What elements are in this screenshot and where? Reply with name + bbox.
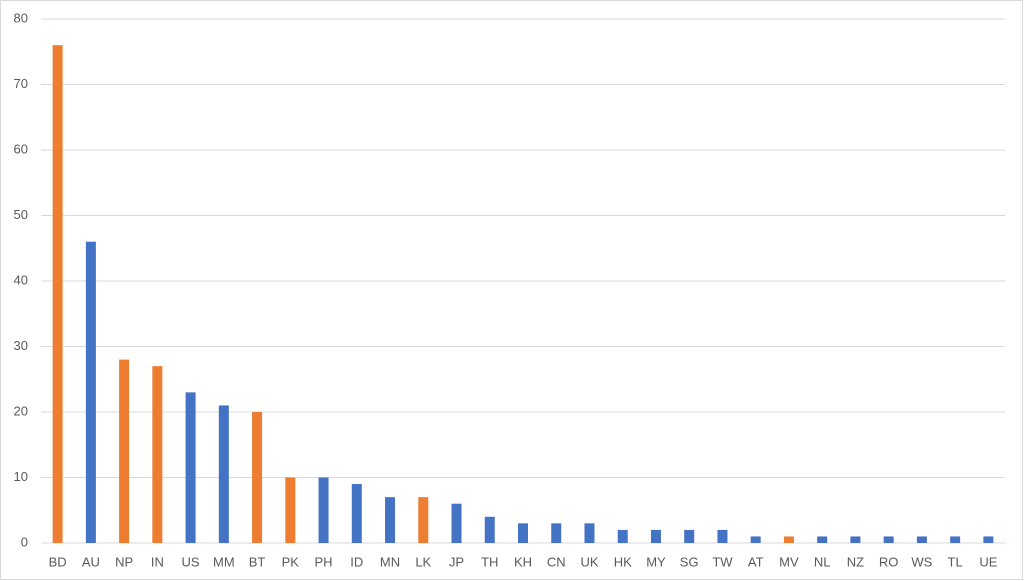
x-tick-label: TH (481, 554, 498, 569)
bar (584, 523, 595, 543)
x-tick-label: WS (911, 554, 932, 569)
x-tick-label: LK (415, 554, 431, 569)
bar (983, 536, 994, 543)
x-tick-label: NL (814, 554, 831, 569)
x-tick-label: AU (82, 554, 100, 569)
bar (783, 536, 794, 543)
bar (684, 529, 695, 543)
x-tick-label: MN (380, 554, 400, 569)
y-tick-label: 50 (14, 207, 28, 222)
bar (152, 366, 163, 543)
bar (717, 529, 728, 543)
bar (817, 536, 828, 543)
y-tick-label: 10 (14, 469, 28, 484)
bar (285, 477, 296, 543)
bar (916, 536, 927, 543)
y-tick-label: 40 (14, 272, 28, 287)
bar (119, 359, 130, 543)
x-tick-label: UE (979, 554, 997, 569)
x-tick-label: ID (350, 554, 363, 569)
bar (252, 412, 263, 543)
bar (218, 405, 229, 543)
bar (950, 536, 961, 543)
y-tick-label: 30 (14, 338, 28, 353)
y-tick-label: 0 (21, 534, 28, 549)
bar (484, 516, 495, 543)
x-tick-label: UK (580, 554, 598, 569)
x-tick-label: IN (151, 554, 164, 569)
x-tick-label: MV (779, 554, 799, 569)
bar (385, 497, 396, 543)
x-tick-label: TW (712, 554, 733, 569)
bar (318, 477, 329, 543)
x-tick-label: PK (282, 554, 300, 569)
bar (418, 497, 429, 543)
bar (185, 392, 196, 543)
x-tick-label: US (182, 554, 200, 569)
bar (850, 536, 861, 543)
x-tick-label: MY (646, 554, 666, 569)
x-tick-label: RO (879, 554, 899, 569)
bar (52, 45, 63, 543)
x-tick-label: JP (449, 554, 464, 569)
bar (85, 241, 96, 543)
y-tick-label: 80 (14, 10, 28, 25)
x-tick-label: NP (115, 554, 133, 569)
x-tick-label: BT (249, 554, 266, 569)
y-tick-label: 60 (14, 141, 28, 156)
bar (650, 529, 661, 543)
bar (518, 523, 528, 543)
bar (551, 523, 562, 543)
x-tick-label: MM (213, 554, 235, 569)
bar (883, 536, 894, 543)
bar (351, 484, 362, 543)
x-tick-label: PH (315, 554, 333, 569)
x-tick-label: NZ (847, 554, 864, 569)
bar (617, 529, 628, 543)
x-tick-label: KH (514, 554, 532, 569)
y-tick-label: 70 (14, 76, 28, 91)
y-tick-label: 20 (14, 403, 28, 418)
x-tick-label: BD (49, 554, 67, 569)
x-tick-label: TL (948, 554, 963, 569)
bar (451, 503, 462, 543)
x-tick-label: SG (680, 554, 699, 569)
x-tick-label: AT (748, 554, 764, 569)
x-tick-label: HK (614, 554, 632, 569)
x-tick-label: CN (547, 554, 566, 569)
bar (750, 536, 761, 543)
